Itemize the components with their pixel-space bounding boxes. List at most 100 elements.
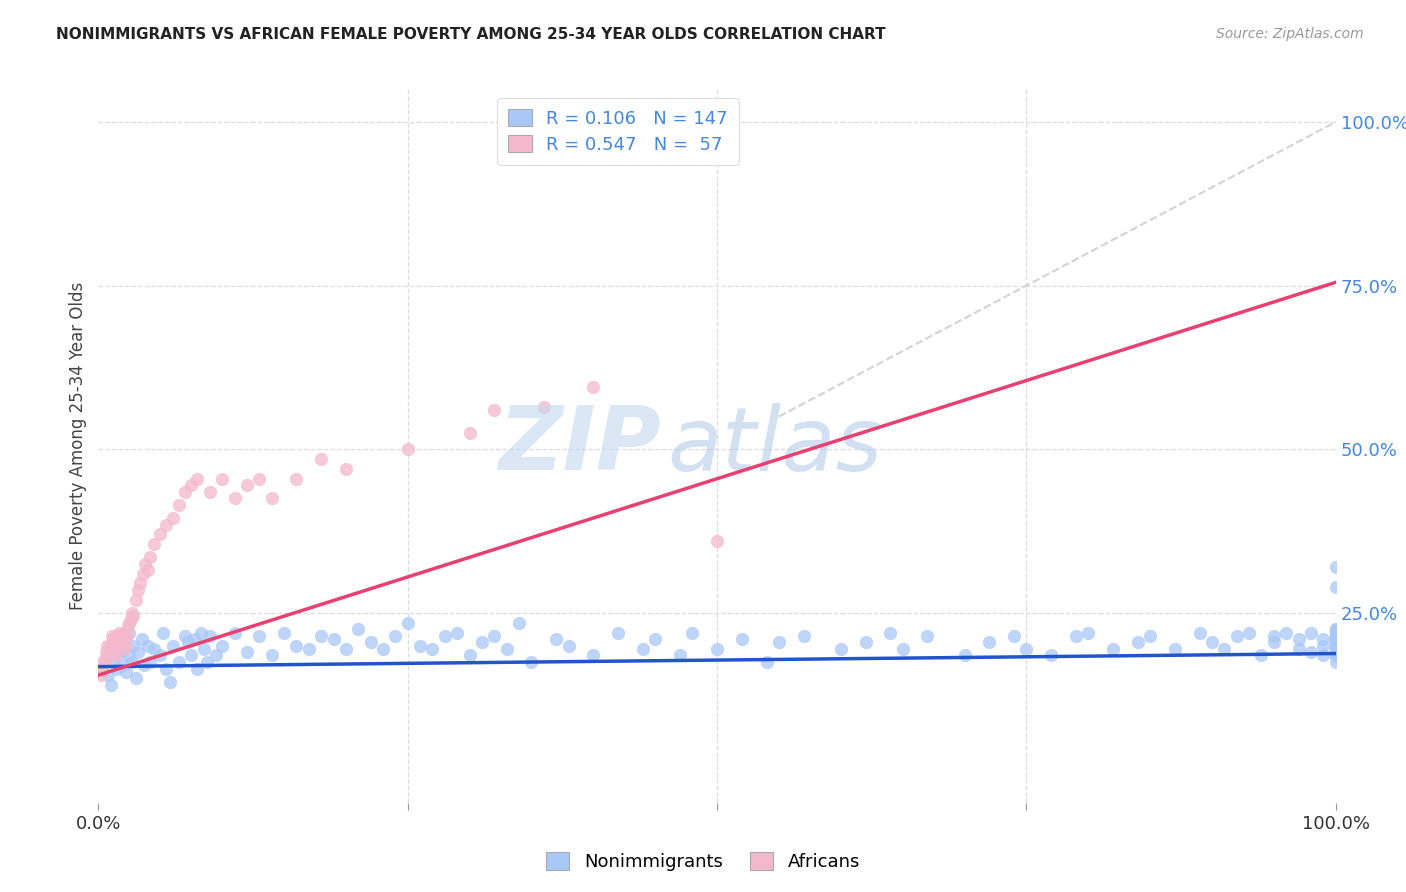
Point: [198, 484, 221, 499]
Point: [1002, 629, 1025, 643]
Point: [309, 452, 332, 467]
Point: [1324, 648, 1347, 663]
Point: [917, 629, 939, 643]
Point: [731, 632, 754, 647]
Point: [152, 625, 174, 640]
Point: [120, 612, 142, 626]
Point: [1324, 629, 1347, 643]
Point: [1324, 648, 1347, 663]
Point: [458, 425, 481, 440]
Point: [174, 484, 197, 499]
Point: [371, 642, 394, 657]
Point: [118, 615, 141, 630]
Text: ZIP: ZIP: [499, 402, 661, 490]
Point: [149, 648, 172, 663]
Point: [1263, 635, 1285, 649]
Point: [495, 642, 517, 657]
Point: [533, 400, 555, 414]
Point: [1213, 642, 1236, 657]
Point: [1324, 642, 1347, 657]
Point: [1324, 648, 1347, 663]
Point: [855, 635, 877, 649]
Point: [1324, 639, 1347, 653]
Point: [1324, 625, 1347, 640]
Point: [1324, 629, 1347, 643]
Point: [396, 442, 419, 457]
Point: [953, 648, 976, 663]
Point: [112, 625, 135, 640]
Point: [1324, 560, 1347, 574]
Point: [129, 576, 152, 591]
Point: [93, 655, 115, 669]
Point: [546, 632, 568, 647]
Point: [1324, 635, 1347, 649]
Point: [155, 517, 177, 532]
Point: [124, 672, 146, 686]
Point: [347, 623, 370, 637]
Point: [1324, 629, 1347, 643]
Point: [159, 674, 181, 689]
Point: [1324, 632, 1347, 647]
Point: [155, 662, 177, 676]
Point: [110, 645, 132, 659]
Point: [184, 632, 207, 647]
Point: [224, 491, 246, 506]
Point: [1299, 645, 1322, 659]
Point: [112, 658, 135, 673]
Point: [1324, 635, 1347, 649]
Point: [433, 629, 456, 643]
Point: [1312, 632, 1334, 647]
Point: [1324, 625, 1347, 640]
Point: [1324, 648, 1347, 663]
Point: [167, 498, 190, 512]
Point: [198, 629, 221, 643]
Point: [644, 632, 666, 647]
Point: [162, 639, 184, 653]
Point: [134, 658, 156, 673]
Point: [582, 648, 605, 663]
Point: [1324, 635, 1347, 649]
Point: [103, 632, 125, 647]
Point: [121, 606, 143, 620]
Point: [136, 563, 159, 577]
Point: [1102, 642, 1125, 657]
Point: [1324, 625, 1347, 640]
Point: [98, 639, 121, 653]
Point: [211, 472, 233, 486]
Point: [1077, 625, 1099, 640]
Point: [582, 380, 605, 394]
Point: [100, 678, 122, 692]
Point: [193, 642, 215, 657]
Point: [285, 472, 308, 486]
Point: [1164, 642, 1187, 657]
Point: [1324, 642, 1347, 657]
Point: [1226, 629, 1249, 643]
Point: [93, 652, 115, 666]
Point: [1126, 635, 1149, 649]
Point: [879, 625, 901, 640]
Point: [1064, 629, 1087, 643]
Point: [1324, 639, 1347, 653]
Point: [91, 662, 114, 676]
Point: [1312, 648, 1334, 663]
Point: [167, 655, 190, 669]
Point: [1188, 625, 1211, 640]
Point: [891, 642, 914, 657]
Point: [107, 639, 129, 653]
Point: [1324, 623, 1347, 637]
Point: [186, 472, 208, 486]
Point: [484, 629, 506, 643]
Point: [1324, 642, 1347, 657]
Point: [260, 491, 283, 506]
Point: [111, 642, 134, 657]
Point: [127, 645, 149, 659]
Point: [90, 668, 112, 682]
Point: [793, 629, 815, 643]
Point: [236, 478, 259, 492]
Point: [149, 527, 172, 541]
Point: [1250, 648, 1272, 663]
Point: [1324, 642, 1347, 657]
Point: [122, 639, 145, 653]
Point: [1324, 580, 1347, 594]
Point: [124, 592, 146, 607]
